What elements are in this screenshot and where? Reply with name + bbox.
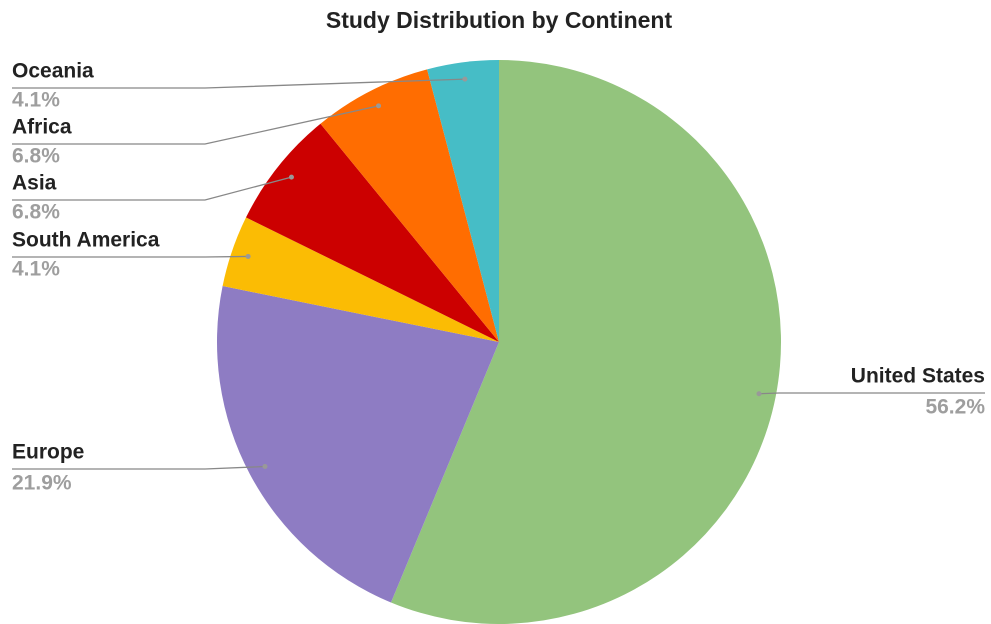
leader-line [12, 176, 292, 201]
slice-value-label: 56.2% [925, 396, 985, 419]
leader-line [12, 465, 266, 470]
leader-dot [376, 103, 382, 109]
slice-value-label: 6.8% [12, 201, 60, 224]
pie-slice [217, 286, 499, 603]
slice-value-label: 21.9% [12, 472, 72, 495]
slice-value-label: 4.1% [12, 258, 60, 281]
leader-line [12, 78, 465, 89]
slice-label: Oceania [12, 60, 94, 83]
slice-label: Europe [12, 441, 84, 464]
leader-dot [262, 464, 268, 470]
pie-slice [427, 60, 499, 342]
leader-line [758, 392, 985, 395]
slice-value-label: 4.1% [12, 89, 60, 112]
leader-dot [245, 253, 251, 259]
slice-label: United States [851, 365, 985, 388]
pie-slice [246, 123, 499, 342]
pie-slice [222, 217, 499, 342]
pie-slice [320, 69, 499, 342]
leader-dot [288, 174, 294, 180]
leader-line [12, 105, 379, 145]
slice-value-label: 6.8% [12, 145, 60, 168]
chart-title: Study Distribution by Continent [326, 7, 673, 33]
pie-slice [390, 60, 782, 624]
slice-label: Asia [12, 172, 57, 195]
leader-dot [756, 391, 762, 397]
leader-dot [462, 76, 468, 82]
leader-line [12, 255, 249, 258]
slice-label: Africa [12, 116, 72, 139]
slice-label: South America [12, 229, 160, 252]
